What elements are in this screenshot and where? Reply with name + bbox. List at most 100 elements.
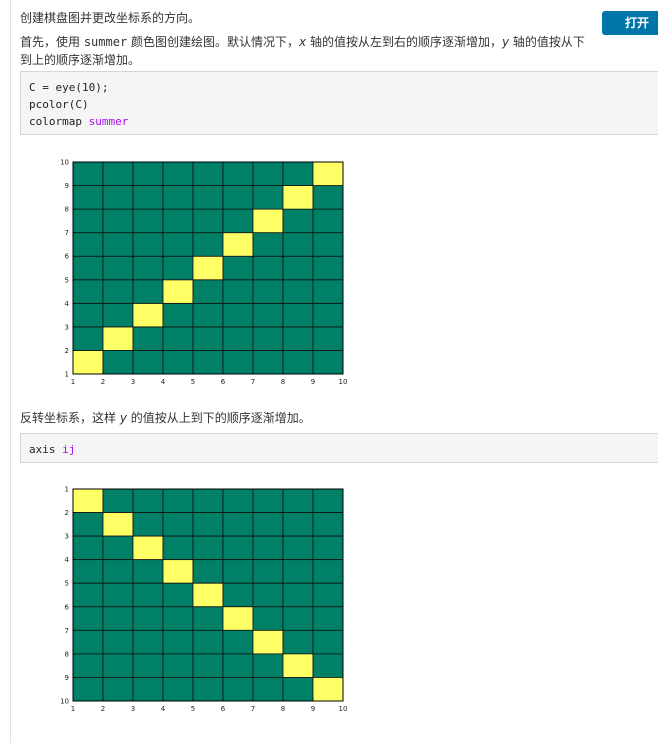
heatmap-cell-1-9-3 bbox=[132, 161, 164, 186]
y-tick-label-2-2: 2 bbox=[65, 509, 69, 517]
heatmap-cell-1-1-6 bbox=[222, 350, 254, 375]
heatmap-cell-2-8-1 bbox=[72, 653, 104, 678]
heatmap-cell-2-8-7 bbox=[252, 653, 284, 678]
heatmap-cell-2-2-3 bbox=[132, 512, 164, 537]
y-tick-label-2-4: 4 bbox=[65, 556, 70, 564]
heatmap-cell-2-8-3 bbox=[132, 653, 164, 678]
x-tick-label-1-10: 10 bbox=[339, 378, 348, 386]
code-block-2[interactable]: axis ij bbox=[20, 433, 658, 463]
heatmap-cell-2-5-5 bbox=[192, 582, 224, 608]
intro-text-4: 轴的值按从下 bbox=[509, 35, 585, 49]
heatmap-cell-2-4-1 bbox=[72, 559, 104, 584]
intro-text-5: 到上的顺序逐渐增加。 bbox=[20, 53, 141, 67]
heatmap-cell-2-2-9 bbox=[312, 512, 344, 537]
heatmap-cell-1-5-5 bbox=[192, 255, 224, 281]
x-tick-label-1-9: 9 bbox=[311, 378, 315, 386]
y-tick-label-1-3: 3 bbox=[65, 323, 69, 331]
heatmap-cell-1-6-3 bbox=[132, 232, 164, 257]
heatmap-cell-1-4-5 bbox=[192, 279, 224, 304]
heatmap-cell-2-7-3 bbox=[132, 629, 164, 655]
heatmap-cell-2-2-4 bbox=[162, 512, 194, 537]
heatmap-cell-1-7-1 bbox=[72, 208, 104, 234]
intro-text-1: 首先，使用 bbox=[20, 35, 84, 49]
heatmap-cell-1-7-2 bbox=[102, 208, 134, 234]
intro-x-var: x bbox=[299, 35, 307, 49]
intro-y-var: y bbox=[501, 35, 510, 49]
heatmap-cell-1-8-4 bbox=[162, 185, 194, 210]
code-line-2: pcolor(C) bbox=[29, 98, 89, 111]
code-axis-arg: ij bbox=[62, 443, 76, 456]
heatmap-cell-1-1-9 bbox=[312, 350, 344, 375]
heatmap-cell-2-9-8 bbox=[282, 677, 314, 702]
heatmap-cell-2-9-6 bbox=[222, 677, 254, 702]
heatmap-cell-2-7-5 bbox=[192, 629, 224, 655]
heatmap-cell-1-3-8 bbox=[282, 302, 314, 328]
intro-code-summer: summer bbox=[83, 35, 128, 49]
heatmap-cell-1-4-2 bbox=[102, 279, 134, 304]
heatmap-cell-1-3-1 bbox=[72, 302, 104, 328]
heatmap-cell-1-5-3 bbox=[132, 255, 164, 281]
x-tick-label-2-2: 2 bbox=[101, 705, 105, 713]
heatmap-cell-2-3-7 bbox=[252, 535, 284, 561]
heatmap-cell-1-1-8 bbox=[282, 350, 314, 375]
heatmap-cell-1-9-1 bbox=[72, 161, 104, 186]
heatmap-cell-2-2-7 bbox=[252, 512, 284, 537]
heatmap-cell-1-2-8 bbox=[282, 326, 314, 351]
heatmap-cell-2-6-8 bbox=[282, 606, 314, 631]
heatmap-cell-1-6-2 bbox=[102, 232, 134, 257]
heatmap-cell-1-5-7 bbox=[252, 255, 284, 281]
y-tick-label-1-5: 5 bbox=[65, 276, 69, 284]
heatmap-cell-2-4-5 bbox=[192, 559, 224, 584]
x-tick-label-2-10: 10 bbox=[339, 705, 348, 713]
heatmap-cell-1-6-6 bbox=[222, 232, 254, 257]
heatmap-cell-2-3-1 bbox=[72, 535, 104, 561]
heatmap-cell-2-6-1 bbox=[72, 606, 104, 631]
heatmap-cell-2-4-8 bbox=[282, 559, 314, 584]
heatmap-cell-2-8-5 bbox=[192, 653, 224, 678]
heatmap-cell-2-5-7 bbox=[252, 582, 284, 608]
heatmap-cell-1-2-2 bbox=[102, 326, 134, 351]
y-tick-label-1-8: 8 bbox=[65, 206, 69, 214]
heatmap-cell-1-2-3 bbox=[132, 326, 164, 351]
heatmap-cell-2-9-5 bbox=[192, 677, 224, 702]
heatmap-cell-1-2-6 bbox=[222, 326, 254, 351]
heatmap-cell-2-4-3 bbox=[132, 559, 164, 584]
heatmap-cell-1-9-4 bbox=[162, 161, 194, 186]
y-tick-label-2-6: 6 bbox=[65, 603, 70, 611]
heatmap-cell-1-7-5 bbox=[192, 208, 224, 234]
heatmap-cell-2-4-6 bbox=[222, 559, 254, 584]
heatmap-cell-2-5-1 bbox=[72, 582, 104, 608]
heatmap-cell-1-8-7 bbox=[252, 185, 284, 210]
heatmap-cell-1-4-7 bbox=[252, 279, 284, 304]
heatmap-cell-2-3-2 bbox=[102, 535, 134, 561]
y-tick-label-2-1: 1 bbox=[65, 486, 69, 494]
middle-paragraph: 反转坐标系，这样 y 的值按从上到下的顺序逐渐增加。 bbox=[20, 409, 311, 427]
heatmap-cell-2-3-4 bbox=[162, 535, 194, 561]
heatmap-cell-1-9-6 bbox=[222, 161, 254, 186]
open-example-button[interactable]: 打开 bbox=[602, 11, 658, 35]
code-colormap-cmd: colormap bbox=[29, 115, 89, 128]
heatmap-cell-1-1-5 bbox=[192, 350, 224, 375]
heatmap-cell-2-8-6 bbox=[222, 653, 254, 678]
heatmap-cell-2-6-9 bbox=[312, 606, 344, 631]
heatmap-cell-1-3-2 bbox=[102, 302, 134, 328]
heatmap-cell-1-6-4 bbox=[162, 232, 194, 257]
heatmap-cell-1-3-4 bbox=[162, 302, 194, 328]
heatmap-cell-2-2-5 bbox=[192, 512, 224, 537]
heatmap-cell-1-9-8 bbox=[282, 161, 314, 186]
heatmap-cell-1-7-3 bbox=[132, 208, 164, 234]
heatmap-cell-1-6-8 bbox=[282, 232, 314, 257]
code-block-1[interactable]: C = eye(10); pcolor(C) colormap summer bbox=[20, 71, 658, 135]
heatmap-cell-1-8-5 bbox=[192, 185, 224, 210]
heatmap-cell-2-1-1 bbox=[72, 488, 104, 513]
heatmap-cell-2-6-6 bbox=[222, 606, 254, 631]
heatmap-cell-2-1-5 bbox=[192, 488, 224, 513]
heatmap-cell-2-2-2 bbox=[102, 512, 134, 537]
heatmap-cell-1-8-3 bbox=[132, 185, 164, 210]
plot-frame-1 bbox=[72, 161, 344, 375]
intro-paragraph: 首先，使用 summer 颜色图创建绘图。默认情况下，x 轴的值按从左到右的顺序… bbox=[20, 33, 590, 69]
heatmap-cell-1-2-1 bbox=[72, 326, 104, 351]
heatmap-cell-2-1-8 bbox=[282, 488, 314, 513]
heatmap-cell-1-8-6 bbox=[222, 185, 254, 210]
